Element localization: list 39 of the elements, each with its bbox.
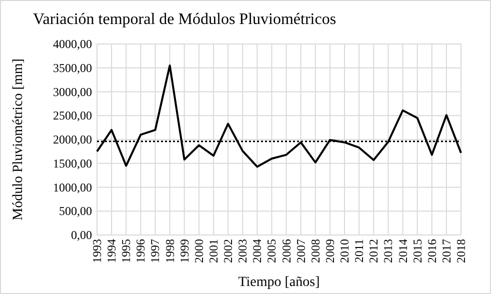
x-tick-label: 1997 — [148, 239, 162, 263]
x-tick-label: 2016 — [424, 239, 439, 263]
x-tick-label: 2002 — [221, 239, 236, 263]
x-tick-label: 2015 — [410, 239, 424, 263]
y-axis-title: Módulo Pluviométrico [mm] — [11, 58, 26, 220]
x-tick-label: 2017 — [439, 239, 454, 263]
x-tick-label: 1998 — [162, 239, 177, 263]
y-tick-label: 2500,00 — [53, 108, 92, 123]
x-tick-label: 2013 — [381, 239, 396, 263]
y-tick-label: 4000,00 — [53, 37, 92, 51]
chart-title: Variación temporal de Módulos Pluviométricos — [33, 11, 336, 28]
x-tick-label: 2000 — [192, 239, 206, 263]
x-tick-label: 2009 — [322, 239, 337, 263]
x-tick-label: 2018 — [454, 239, 468, 263]
x-tick-label: 2011 — [352, 239, 366, 263]
x-tick-label: 2008 — [308, 239, 322, 263]
x-tick-label: 2014 — [396, 239, 410, 263]
x-tick-label: 1993 — [90, 239, 104, 263]
x-tick-label: 2003 — [236, 239, 250, 263]
x-tick-label: 2004 — [250, 239, 264, 263]
x-tick-label: 2012 — [366, 239, 381, 263]
y-tick-label: 3500,00 — [53, 60, 92, 75]
line-series — [96, 64, 462, 168]
y-tick-label: 500,00 — [59, 204, 92, 218]
x-tick-label: 1994 — [104, 239, 119, 263]
x-tick-label: 1996 — [134, 239, 148, 263]
y-tick-label: 1500,00 — [53, 156, 92, 170]
y-tick-label: 0,00 — [71, 228, 92, 242]
x-axis-title: Tiempo [años] — [238, 275, 320, 290]
x-tick-label: 2005 — [264, 239, 279, 263]
y-tick-label: 2000,00 — [53, 132, 92, 146]
x-tick-label: 2001 — [206, 239, 220, 263]
x-tick-label: 2006 — [279, 239, 294, 263]
y-tick-label: 1000,00 — [53, 180, 92, 194]
x-tick-label: 2010 — [338, 239, 352, 263]
x-tick-label: 1995 — [119, 239, 134, 263]
x-tick-label: 2007 — [294, 239, 308, 263]
x-tick-label: 1999 — [177, 239, 192, 263]
y-tick-label: 3000,00 — [53, 84, 92, 99]
